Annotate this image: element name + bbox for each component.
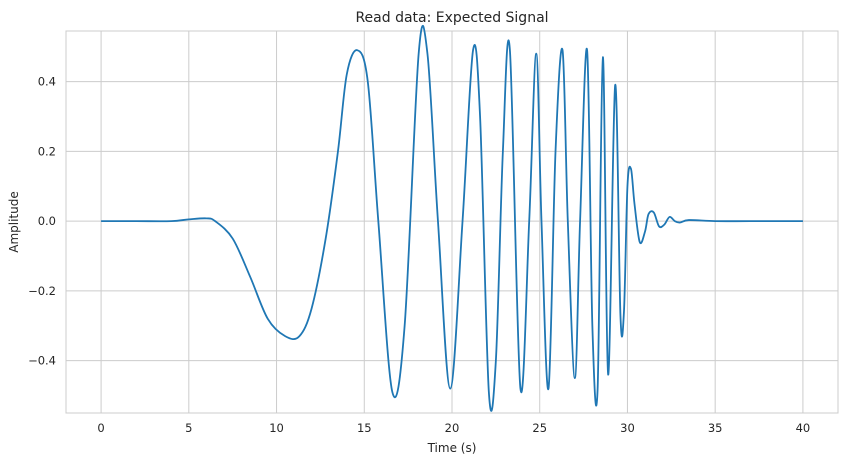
x-tick-label: 20 [445,421,460,435]
y-tick-label: −0.2 [28,284,56,298]
x-tick-label: 35 [708,421,723,435]
x-tick-label: 0 [97,421,104,435]
x-tick-label: 15 [357,421,372,435]
y-tick-label: 0.4 [38,75,56,89]
x-tick-label: 30 [620,421,635,435]
x-tick-label: 40 [796,421,811,435]
x-tick-label: 25 [532,421,547,435]
y-axis-title: Amplitude [7,191,21,253]
plot-frame [65,30,839,414]
grid [66,31,838,413]
signal-line [101,25,803,412]
series-layer [101,25,803,412]
y-axis-ticks: −0.4 −0.2 0.0 0.2 0.4 [28,75,56,368]
y-tick-label: −0.4 [28,354,56,368]
x-axis-title: Time (s) [427,441,477,455]
x-tick-label: 5 [185,421,192,435]
y-tick-label: 0.0 [38,214,56,228]
y-tick-label: 0.2 [38,144,56,158]
x-axis-ticks: 0 5 10 15 20 25 30 35 40 [97,421,810,435]
chart-title: Read data: Expected Signal [355,10,548,26]
x-tick-label: 10 [269,421,284,435]
